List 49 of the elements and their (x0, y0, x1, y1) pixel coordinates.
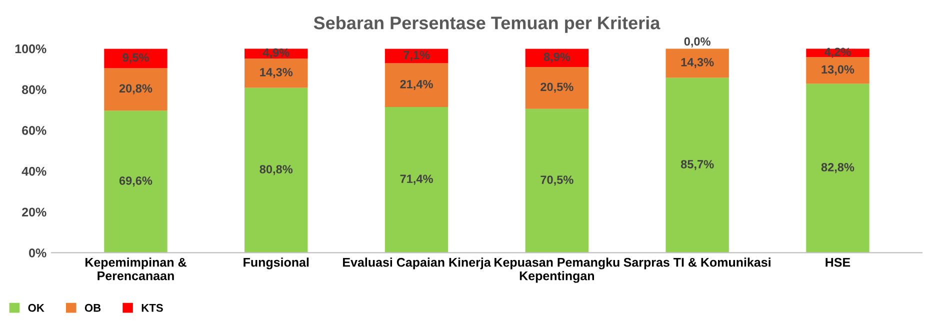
data-label: 71,4% (400, 174, 433, 185)
bar (244, 58, 308, 88)
data-label: 80,8% (260, 165, 293, 176)
legend-label: KTS (142, 304, 163, 312)
y-tick-label: 20% (22, 208, 46, 217)
data-label: 85,7% (680, 160, 714, 170)
data-label: 8,9% (544, 52, 570, 63)
y-tick-label: 80% (22, 85, 46, 94)
bar (525, 108, 589, 253)
bar (244, 88, 308, 253)
bar (525, 66, 589, 109)
x-tick-label: HSE (826, 258, 850, 267)
bar (666, 78, 729, 253)
legend-label: OB (84, 304, 101, 312)
legend-label: OK (28, 304, 44, 312)
data-label: 20,8% (119, 84, 152, 94)
x-tick-label: Evaluasi Capaian Kinerja (343, 258, 491, 270)
y-tick-label: 40% (22, 166, 46, 176)
data-label: 13,0% (822, 65, 854, 76)
data-label: 4,2% (824, 48, 851, 58)
bar (806, 84, 870, 253)
y-tick-label: 60% (22, 126, 46, 135)
bar (104, 110, 168, 253)
x-tick-label: Sarpras TI & Komunikasi (624, 258, 770, 270)
data-label: 7,1% (404, 50, 430, 61)
data-label: 21,4% (400, 80, 433, 90)
data-label: 69,6% (119, 176, 152, 187)
bar (666, 48, 729, 78)
bar (384, 106, 448, 253)
data-label: 14,3% (681, 58, 714, 68)
y-tick-label: 100% (15, 44, 46, 54)
bar (525, 48, 589, 67)
data-label: 14,3% (260, 68, 293, 78)
data-label: 0,0% (684, 37, 710, 48)
data-label: 70,5% (540, 176, 574, 186)
data-label: 82,8% (821, 163, 854, 174)
data-label: 9,5% (122, 53, 149, 64)
x-tick-label: Kepuasan Pemangku Kepentingan (494, 258, 620, 283)
bar (384, 63, 448, 107)
bar (806, 57, 870, 84)
x-tick-label: Fungsional (244, 258, 309, 270)
chart-title: Sebaran Persentase Temuan per Kriteria (314, 16, 660, 33)
bar (384, 48, 448, 64)
data-label: 4,9% (262, 48, 290, 58)
bar (104, 68, 168, 111)
y-tick-label: 0% (29, 248, 46, 258)
x-tick-label: Kepemimpinan & Perencanaan (86, 258, 186, 280)
bar (104, 48, 168, 68)
data-label: 20,5% (540, 82, 574, 93)
